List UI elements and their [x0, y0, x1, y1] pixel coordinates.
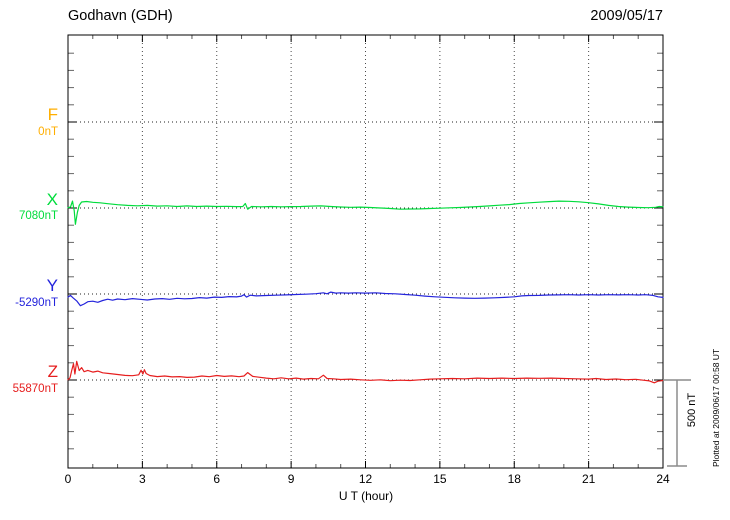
- component-label-z: Z: [47, 362, 58, 381]
- x-tick-label: 3: [139, 472, 146, 486]
- component-label-f: F: [47, 105, 58, 124]
- component-baseline-value-z: 55870nT: [12, 383, 58, 395]
- plot-date: 2009/05/17: [590, 8, 663, 24]
- x-tick-label: 21: [581, 472, 596, 486]
- component-label-x: X: [46, 190, 58, 209]
- component-baseline-value-x: 7080nT: [18, 210, 58, 222]
- plot-frame: [67, 34, 664, 469]
- plotted-at-note: Plotted at 2009/06/17 00:58 UT: [711, 348, 721, 467]
- component-baseline-value-f: 0nT: [38, 126, 58, 138]
- x-tick-label: 0: [64, 472, 72, 486]
- x-tick-label: 12: [358, 472, 373, 486]
- x-tick-label: 6: [213, 472, 221, 486]
- x-tick-label: 15: [433, 472, 447, 486]
- x-tick-label: 24: [656, 472, 670, 486]
- station-title: Godhavn (GDH): [68, 8, 173, 24]
- x-tick-label: 9: [287, 472, 295, 486]
- x-axis-tick-labels: 0 3 6 9 12 15 18 21 24: [0, 472, 730, 488]
- component-label-y: Y: [46, 276, 58, 295]
- trace-Y: [67, 291, 664, 307]
- x-tick-label: 18: [507, 472, 521, 486]
- trace-X: [67, 200, 664, 225]
- scale-bar-label: 500 nT: [686, 392, 698, 428]
- trace-Z: [67, 360, 664, 384]
- component-baseline-value-y: -5290nT: [15, 297, 58, 309]
- x-axis-title: U T (hour): [338, 489, 394, 503]
